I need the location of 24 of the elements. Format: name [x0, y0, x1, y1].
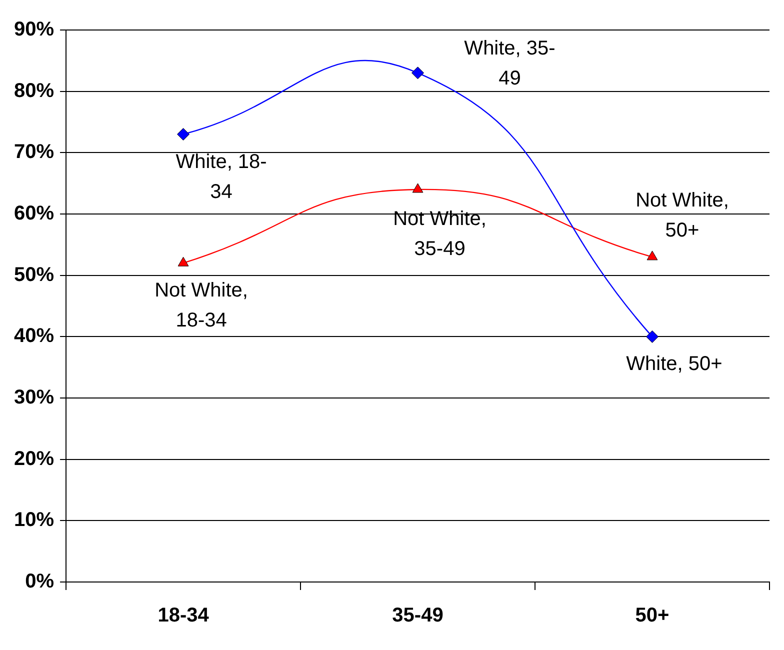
point — [646, 250, 658, 260]
x-tick-label: 18-34 — [158, 604, 210, 627]
y-tick-label: 90% — [14, 18, 54, 41]
y-tick-label: 0% — [25, 570, 54, 593]
y-tick-label: 40% — [14, 325, 54, 348]
y-tick-label: 10% — [14, 509, 54, 532]
point — [177, 128, 190, 141]
y-tick-label: 30% — [14, 386, 54, 409]
y-tick-label: 70% — [14, 141, 54, 164]
x-tick-label: 35-49 — [392, 604, 444, 627]
annotation: Not White, 35-49 — [393, 208, 486, 260]
y-tick-label: 50% — [14, 264, 54, 286]
y-tick-label: 80% — [14, 80, 54, 102]
annotation: White, 35-49 — [464, 37, 556, 90]
y-tick-label: 20% — [14, 448, 54, 470]
annotation: White, 50+ — [626, 353, 722, 376]
annotation: Not White, 18-34 — [154, 280, 248, 332]
point — [178, 256, 189, 266]
point — [412, 66, 424, 80]
annotation: White, 18-34 — [176, 150, 267, 203]
y-tick-label: 60% — [14, 202, 54, 225]
point — [412, 183, 424, 193]
annotation: Not White, 50+ — [636, 189, 729, 242]
x-tick-label: 50+ — [635, 604, 670, 627]
